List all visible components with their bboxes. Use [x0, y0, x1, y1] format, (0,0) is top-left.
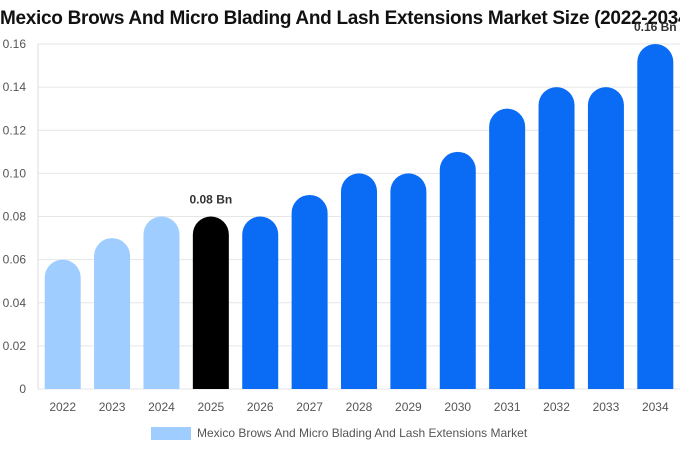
legend: Mexico Brows And Micro Blading And Lash … [151, 426, 527, 440]
x-axis: 2022 2023 2024 2025 2026 2027 2028 2029 2030 2031… [49, 400, 669, 414]
x-tick-label: 2031 [494, 400, 521, 414]
x-tick-label: 2027 [296, 400, 323, 414]
y-tick-label: 0.08 [3, 210, 27, 224]
y-tick-label: 0.04 [3, 296, 27, 310]
bar-2028 [341, 173, 377, 389]
data-label-2034: 0.16 Bn [634, 20, 677, 34]
bars [44, 44, 674, 389]
y-tick-label: 0.16 [3, 37, 27, 51]
bar-2032 [538, 87, 575, 389]
y-axis: 0 0.02 0.04 0.06 0.08 0.10 0.12 0.14 0.16 [3, 37, 39, 396]
x-tick-label: 2032 [543, 400, 570, 414]
legend-swatch [151, 426, 191, 440]
x-tick-label: 2022 [49, 400, 76, 414]
bar-2025 [192, 216, 229, 389]
x-tick-label: 2034 [642, 400, 669, 414]
y-tick-label: 0.10 [3, 166, 27, 180]
y-tick-label: 0.02 [3, 339, 27, 353]
bar-2023 [94, 238, 131, 389]
y-tick-label: 0.06 [3, 253, 27, 267]
x-tick-label: 2030 [444, 400, 471, 414]
bar-2030 [439, 151, 476, 389]
x-tick-label: 2026 [247, 400, 274, 414]
x-tick-label: 2033 [593, 400, 620, 414]
legend-label: Mexico Brows And Micro Blading And Lash … [197, 426, 528, 440]
bar-2027 [291, 194, 328, 389]
chart-title: Mexico Brows And Micro Blading And Lash … [0, 8, 680, 29]
bar-2026 [242, 216, 279, 389]
y-tick-label: 0.14 [3, 80, 27, 94]
bar-2024 [143, 216, 180, 389]
bar-2031 [489, 108, 526, 389]
bar-2033 [587, 87, 624, 389]
data-labels: 0.08 Bn 0.16 Bn [190, 20, 677, 207]
bar-2022 [44, 259, 81, 389]
x-tick-label: 2024 [148, 400, 175, 414]
data-label-2025: 0.08 Bn [190, 193, 233, 207]
x-tick-label: 2028 [346, 400, 373, 414]
x-tick-label: 2025 [197, 400, 224, 414]
y-tick-label: 0.12 [3, 123, 27, 137]
bar-2029 [390, 173, 427, 389]
x-tick-label: 2023 [99, 400, 126, 414]
x-tick-label: 2029 [395, 400, 422, 414]
y-tick-label: 0 [19, 382, 26, 396]
bar-2034 [637, 44, 674, 389]
